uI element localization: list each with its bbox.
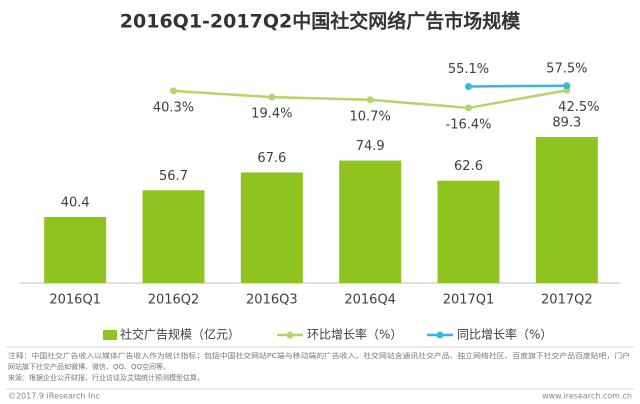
line-value-label: -16.4% [446, 117, 492, 132]
chart-title: 2016Q1-2017Q2中国社交网络广告市场规模 [120, 10, 521, 33]
legend-swatch [436, 331, 444, 339]
bar-value-label: 62.6 [454, 159, 483, 174]
bar [142, 190, 205, 283]
bar [240, 172, 303, 283]
footnote: 网站旗下社交产品如微博、微信、QQ、QQ空间等。 [8, 362, 170, 371]
line-value-label: 57.5% [546, 61, 587, 76]
legend-swatch [103, 330, 117, 340]
x-tick-label: 2017Q2 [541, 293, 593, 308]
line-value-label: 40.3% [153, 100, 194, 115]
line [468, 84, 567, 88]
bar [437, 180, 500, 283]
legend-label: 社交广告规模（亿元） [120, 327, 240, 342]
legend-label: 同比增长率（%） [457, 327, 552, 342]
line-point [465, 82, 472, 90]
line-point [366, 96, 374, 104]
x-tick-label: 2016Q1 [49, 293, 101, 308]
bar-value-label: 74.9 [356, 139, 385, 154]
line-point [170, 87, 177, 95]
copyright: ©2017.9 iResearch Inc [8, 392, 100, 401]
line-value-label: 19.4% [251, 107, 292, 122]
website: www.iresearch.com.cn [542, 392, 632, 401]
x-tick-label: 2016Q3 [246, 293, 298, 308]
bar-value-label: 40.4 [61, 195, 90, 210]
bar-value-label: 89.3 [552, 115, 581, 130]
bar-value-label: 67.6 [257, 151, 286, 166]
x-tick-label: 2017Q1 [443, 293, 495, 308]
line-value-label: 55.1% [448, 62, 489, 77]
bar [44, 216, 107, 283]
line-value-label: 42.5% [558, 100, 599, 115]
line-value-label: 10.7% [350, 109, 391, 124]
line-point [465, 104, 472, 112]
bar [535, 136, 598, 283]
x-tick-label: 2016Q4 [344, 293, 396, 308]
x-tick-label: 2016Q2 [148, 293, 200, 308]
line-point [563, 82, 571, 90]
line-point [268, 93, 276, 101]
bar [339, 160, 402, 283]
legend-swatch [286, 331, 294, 339]
legend-label: 环比增长率（%） [307, 327, 402, 342]
footnote: 注释：中国社交广告收入以媒体广告收入作为统计指标；包括中国社交网站PC端与移动端… [8, 351, 630, 360]
footnote: 来源：根据企业公开财报、行业访谈及艾瑞统计预测模型估算。 [8, 373, 204, 382]
bar-value-label: 56.7 [159, 169, 188, 184]
